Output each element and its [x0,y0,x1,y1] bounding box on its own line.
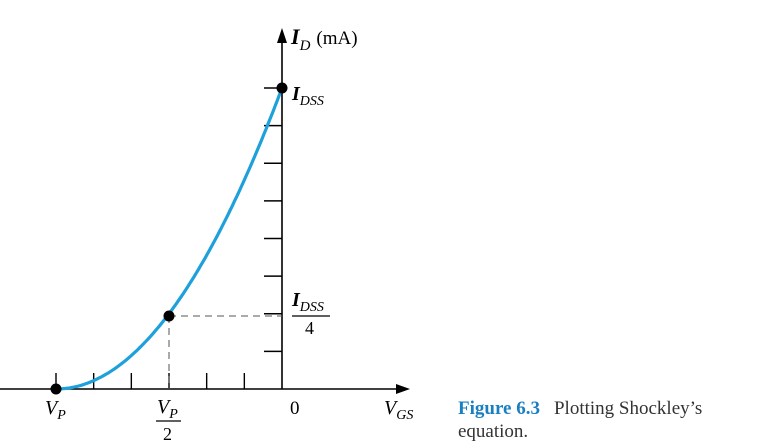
x-axis-arrow [396,384,410,394]
x-axis-label: VGS [384,397,413,423]
idss-label: IDSS [291,83,324,109]
vp-half-numerator: VP [157,396,178,422]
vp-label: VP [45,397,66,423]
idss-quarter-denominator: 4 [305,318,314,338]
x-ticks [55,373,246,389]
y-axis-arrow [277,28,287,43]
y-axis-label: ID (mA) [290,24,358,54]
idss-quarter-numerator: IDSS [291,289,324,315]
origin-label: 0 [290,398,300,419]
point-vp-half [163,310,175,322]
vp-half-denominator: 2 [163,424,172,444]
caption-text: Plotting Shockley’s equation. [458,398,703,442]
figure-number: Figure 6.3 [458,398,540,419]
point-idss [276,82,288,94]
figure-caption: Figure 6.3 Plotting Shockley’s equation. [458,397,758,443]
point-vp [50,383,62,395]
